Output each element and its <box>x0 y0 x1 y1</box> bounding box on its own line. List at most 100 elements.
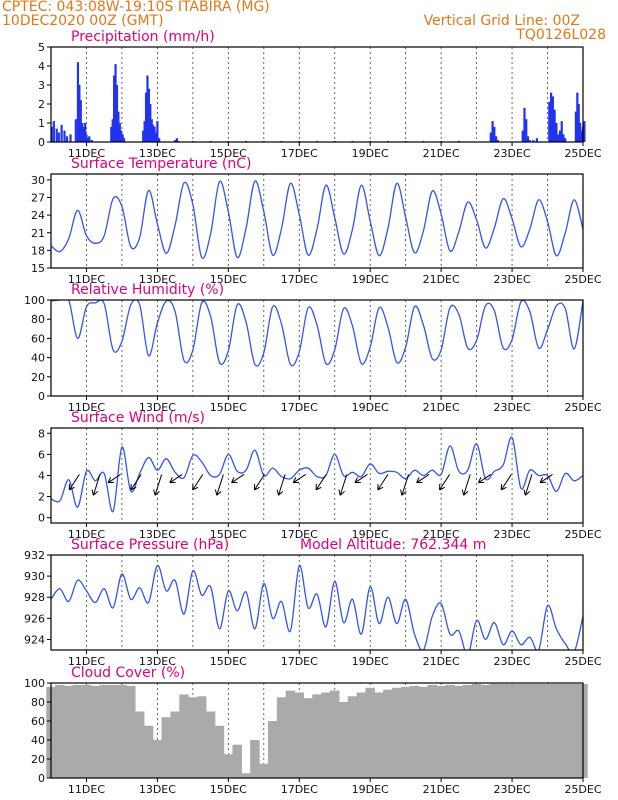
pressure-y-tick-label: 924 <box>24 633 45 646</box>
precipitation-x-tick-label: 15DEC <box>210 147 247 160</box>
wind-arrow-icon <box>253 474 265 491</box>
humidity-y-tick-label: 40 <box>31 352 45 365</box>
wind-arrow-icon <box>153 474 163 496</box>
cloud-cover-column <box>55 684 65 778</box>
pressure-frame <box>50 554 584 651</box>
wind-x-tick-label: 25DEC <box>564 528 601 541</box>
precipitation-bar <box>560 121 563 142</box>
precipitation-bar <box>152 124 155 142</box>
cloud-cover-x-tick-label: 11DEC <box>68 783 105 796</box>
precipitation-bar <box>149 104 152 142</box>
precipitation-title: Precipitation (mm/h) <box>71 29 215 45</box>
precipitation-plot-area <box>51 47 583 142</box>
precipitation-x-tick-label: 13DEC <box>139 147 176 160</box>
cloud-cover-panel: 0 20 40 60 80 100 11DEC 13DEC 15DEC 17DEC 19DEC 21D… <box>24 665 602 796</box>
cloud-cover-column <box>436 685 446 778</box>
cloud-cover-column <box>64 685 74 778</box>
humidity-frame <box>50 299 584 397</box>
wind-arrow-icon <box>292 474 306 484</box>
precipitation-bar <box>82 126 85 142</box>
temperature-y-tick-label: 24 <box>31 209 45 222</box>
cloud-cover-column <box>392 687 402 778</box>
cloud-cover-column <box>347 696 358 778</box>
cloud-cover-column <box>418 686 429 778</box>
cloud-cover-column <box>232 744 242 778</box>
wind-x-tick-label: 23DEC <box>494 528 531 541</box>
cloud-cover-y-tick-label: 100 <box>24 677 45 690</box>
precipitation-bar <box>115 85 119 142</box>
humidity-x-tick-label: 11DEC <box>68 401 105 414</box>
wind-line <box>51 436 583 513</box>
humidity-x-tick-label: 23DEC <box>494 401 531 414</box>
precipitation-bar <box>553 109 556 142</box>
cloud-cover-x-tick-label: 15DEC <box>210 783 247 796</box>
humidity-y-tick-label: 20 <box>31 371 45 384</box>
precipitation-bar <box>52 121 55 142</box>
wind-y-tick-label: 4 <box>38 470 45 483</box>
cloud-cover-column <box>551 683 562 778</box>
pressure-title: Surface Pressure (hPa) <box>71 537 229 553</box>
wind-arrow-icon <box>214 474 224 496</box>
wind-arrow-icon <box>461 474 471 496</box>
pressure-y-tick-label: 932 <box>24 549 45 562</box>
cloud-cover-column <box>161 717 171 778</box>
temperature-x-tick-label: 19DEC <box>352 273 389 286</box>
wind-arrow-icon <box>377 474 389 491</box>
precipitation-bar <box>110 126 113 142</box>
cloud-cover-column <box>321 692 331 778</box>
wind-arrow-icon <box>539 474 553 484</box>
precipitation-bar <box>117 111 120 142</box>
precipitation-bar <box>74 119 77 142</box>
temperature-x-tick-label: 11DEC <box>68 273 105 286</box>
temperature-x-tick-label: 25DEC <box>564 273 601 286</box>
pressure-panel: 924 926 928 930 932 11DEC 13DEC 15DEC 17DEC 19DEC… <box>24 537 602 668</box>
cloud-cover-column <box>108 684 118 778</box>
precipitation-y-tick-label: 1 <box>38 117 45 130</box>
precipitation-bar <box>154 132 158 142</box>
pressure-x-tick-label: 17DEC <box>281 655 318 668</box>
cloud-cover-x-tick-label: 21DEC <box>423 783 460 796</box>
precipitation-bar <box>526 136 530 142</box>
cloud-cover-column <box>312 694 322 778</box>
cloud-cover-column <box>276 697 287 778</box>
precipitation-bar <box>496 140 499 142</box>
cloud-cover-column <box>259 763 269 778</box>
precipitation-bar <box>548 102 551 142</box>
precipitation-bar <box>580 130 583 142</box>
wind-arrow-icon <box>315 474 327 491</box>
precipitation-bar <box>69 134 72 142</box>
precipitation-bar <box>521 130 524 142</box>
precipitation-bar <box>583 121 586 142</box>
precipitation-bar <box>576 92 579 142</box>
precipitation-bar <box>57 132 60 142</box>
pressure-line <box>51 564 583 650</box>
wind-y-tick-label: 6 <box>38 448 45 461</box>
temperature-y-tick-label: 30 <box>31 174 45 187</box>
cloud-cover-column <box>569 683 579 778</box>
wind-arrow-icon <box>107 474 121 484</box>
precipitation-bar <box>76 62 80 143</box>
precipitation-bar <box>90 140 93 142</box>
precipitation-x-tick-label: 23DEC <box>494 147 531 160</box>
cloud-cover-column <box>525 683 535 778</box>
humidity-x-tick-label: 15DEC <box>210 401 247 414</box>
wind-plot-area <box>51 428 583 523</box>
cloud-cover-column <box>303 698 313 778</box>
humidity-title: Relative Humidity (%) <box>71 282 224 298</box>
humidity-x-tick-label: 19DEC <box>352 401 389 414</box>
precipitation-bar <box>86 138 89 142</box>
temperature-frame <box>50 173 584 269</box>
precipitation-bar <box>78 85 81 142</box>
precipitation-bar <box>142 130 145 142</box>
precipitation-x-tick-label: 25DEC <box>564 147 601 160</box>
wind-x-tick-label: 11DEC <box>68 528 105 541</box>
precipitation-bar <box>491 121 494 142</box>
temperature-x-tick-label: 13DEC <box>139 273 176 286</box>
precipitation-y-tick-label: 5 <box>38 41 45 54</box>
precipitation-bar <box>175 138 179 142</box>
cloud-cover-column <box>338 702 349 778</box>
cloud-cover-column <box>170 711 180 778</box>
precipitation-bar <box>65 136 69 142</box>
precipitation-bar <box>558 130 562 142</box>
